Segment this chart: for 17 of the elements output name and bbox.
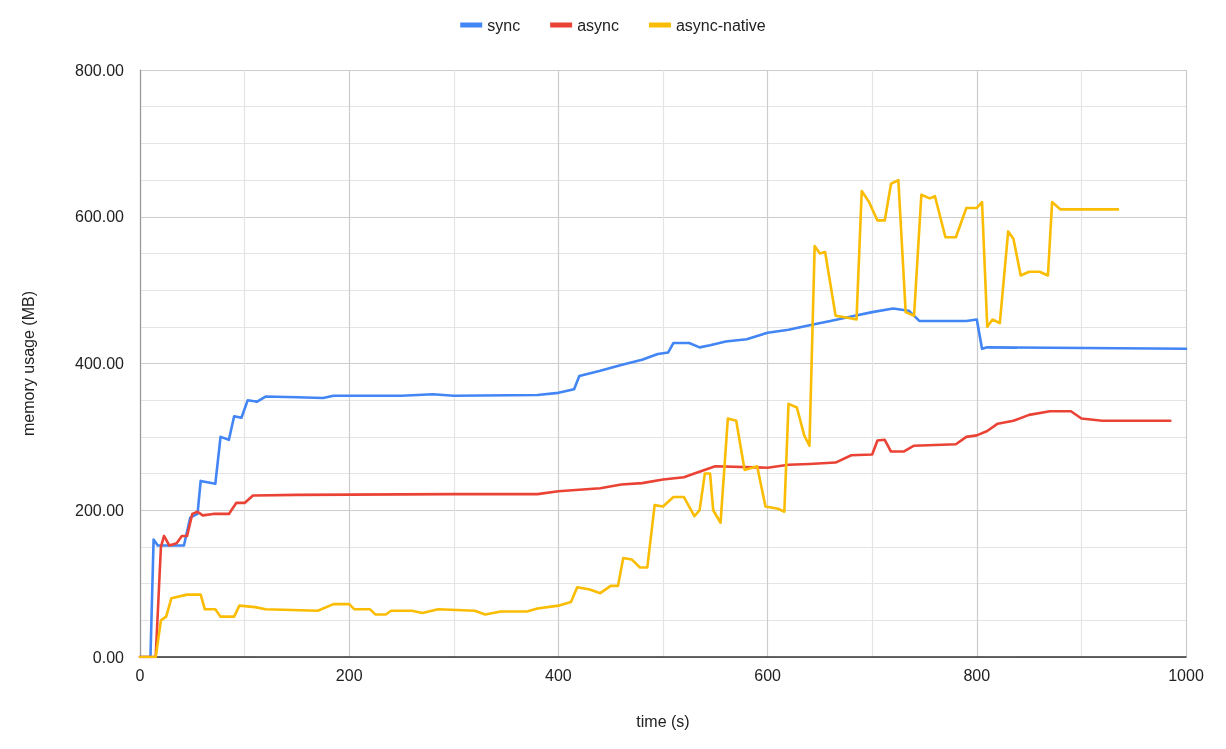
- x-tick-label: 0: [135, 666, 145, 684]
- legend-label: async-native: [675, 16, 766, 34]
- x-tick-label: 200: [335, 666, 363, 684]
- line-series: [138, 178, 1120, 659]
- legend-label: sync: [487, 16, 521, 34]
- y-tick-label: 400.00: [75, 355, 125, 372]
- y-tick-label: 600.00: [75, 208, 125, 226]
- x-tick-label: 600: [754, 666, 782, 684]
- legend-label: async: [577, 16, 619, 34]
- y-tick-label: 200.00: [75, 501, 125, 519]
- x-tick-label: 800: [963, 666, 991, 684]
- y-tick-label: 800.00: [75, 61, 125, 79]
- y-axis-title: memory usage (MB): [19, 291, 37, 436]
- y-tick-label: 0.00: [92, 648, 125, 666]
- x-tick-label: 400: [545, 666, 572, 684]
- x-axis-title: time (s): [636, 712, 690, 730]
- x-tick-label: 1000: [1168, 666, 1204, 684]
